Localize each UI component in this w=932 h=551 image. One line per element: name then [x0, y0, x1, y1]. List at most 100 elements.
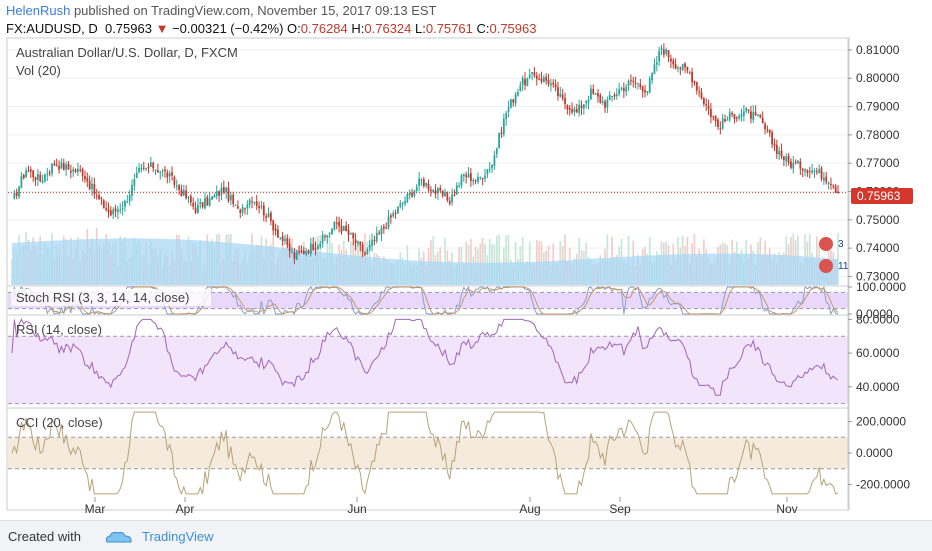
- volume-bar: [481, 237, 484, 285]
- candle-body: [173, 176, 176, 185]
- candle-body: [22, 174, 25, 179]
- candle-body: [601, 101, 604, 103]
- candle-body: [382, 226, 385, 229]
- rsi-tick-label: 60.0000: [856, 346, 900, 360]
- candle-body: [644, 90, 646, 93]
- candle-body: [48, 172, 51, 174]
- candle-body: [197, 204, 199, 213]
- candle-body: [133, 179, 136, 186]
- candle-body: [681, 64, 684, 71]
- candle-body: [345, 225, 348, 232]
- candle-body: [326, 235, 329, 238]
- candle-body: [387, 216, 390, 228]
- candle-body: [69, 170, 72, 173]
- candle-body: [446, 192, 449, 201]
- event-markers[interactable]: 3 11: [819, 237, 849, 273]
- candle-body: [834, 186, 837, 193]
- time-tick-label: Aug: [519, 502, 540, 516]
- candle-body: [646, 91, 649, 94]
- candle-body: [324, 236, 326, 238]
- cci-band: [8, 437, 848, 469]
- candle-body: [102, 200, 105, 208]
- news-flag-icon[interactable]: [819, 259, 833, 273]
- candle-body: [448, 200, 451, 204]
- last-price: 0.75963: [104, 21, 152, 36]
- stoch-title-bg: [11, 289, 211, 306]
- candle-body: [119, 209, 122, 211]
- candle-body: [105, 208, 108, 210]
- candle-body: [260, 206, 263, 208]
- candle-body: [378, 232, 381, 234]
- candle-body: [84, 176, 86, 180]
- candle-body: [385, 227, 388, 229]
- cci-line: [11, 411, 839, 496]
- cci-tick-label: -200.0000: [856, 477, 910, 491]
- candle-body: [677, 67, 679, 69]
- candle-body: [437, 188, 439, 194]
- candle-body: [159, 171, 162, 173]
- candle-body: [660, 48, 663, 50]
- candle-body: [373, 239, 376, 241]
- candle-body: [724, 119, 726, 122]
- open-label: O:: [287, 21, 301, 36]
- candle-body: [397, 206, 399, 214]
- candle-body: [220, 187, 223, 196]
- earnings-flag-icon[interactable]: [819, 237, 833, 251]
- candle-body: [291, 251, 293, 253]
- candle-body: [474, 180, 477, 182]
- candle-body: [86, 178, 89, 182]
- high-label: H:: [351, 21, 365, 36]
- candle-body: [39, 174, 42, 182]
- candle-body: [406, 193, 409, 202]
- price-tick-label: 0.79000: [856, 100, 900, 114]
- candle-body: [411, 192, 413, 197]
- candle-body: [726, 119, 729, 121]
- candle-body: [535, 75, 538, 80]
- candle-body: [453, 194, 456, 196]
- candle-body: [467, 173, 470, 178]
- candle-body: [479, 177, 482, 179]
- stoch-rsi-title: Stoch RSI (3, 3, 14, 14, close): [16, 290, 189, 305]
- rsi-title: RSI (14, close): [16, 322, 102, 337]
- candle-body: [147, 166, 150, 168]
- tradingview-link[interactable]: TradingView: [142, 529, 214, 544]
- candle-body: [93, 184, 96, 195]
- candle-body: [813, 170, 816, 172]
- candle-body: [357, 241, 359, 244]
- candle-body: [368, 244, 371, 249]
- candle-body: [164, 169, 166, 172]
- candle-body: [608, 94, 611, 100]
- candle-body: [361, 244, 364, 253]
- candle-body: [552, 82, 555, 85]
- candle-body: [837, 191, 839, 193]
- candle-body: [58, 165, 60, 170]
- time-tick-label: Sep: [609, 502, 631, 516]
- candle-body: [573, 108, 576, 112]
- volume-label: Vol (20): [16, 63, 61, 78]
- candle-body: [780, 150, 783, 157]
- candle-body: [670, 58, 672, 62]
- candle-body: [695, 81, 698, 91]
- candle-body: [225, 187, 228, 193]
- chart-area[interactable]: 0.810000.800000.790000.780000.770000.760…: [0, 0, 932, 520]
- candle-body: [594, 93, 597, 95]
- author-link[interactable]: HelenRush: [6, 3, 71, 18]
- candle-body: [606, 99, 609, 108]
- stoch-d-line: [11, 286, 839, 315]
- candle-body: [154, 169, 157, 171]
- rsi-line: [11, 318, 839, 396]
- candle-body: [366, 249, 369, 255]
- price-tick-label: 0.75000: [856, 213, 900, 227]
- candle-body: [392, 213, 395, 217]
- candle-body: [194, 207, 197, 213]
- time-axis: Mar Apr Jun Aug Sep Nov: [85, 497, 798, 516]
- candle-body: [510, 99, 512, 108]
- candle-body: [787, 155, 790, 163]
- candle-body: [246, 204, 249, 209]
- candle-body: [317, 246, 319, 249]
- candle-body: [547, 79, 550, 85]
- candle-body: [632, 80, 635, 82]
- candle-body: [792, 162, 795, 169]
- candle-body: [140, 167, 143, 170]
- candle-body: [822, 177, 825, 181]
